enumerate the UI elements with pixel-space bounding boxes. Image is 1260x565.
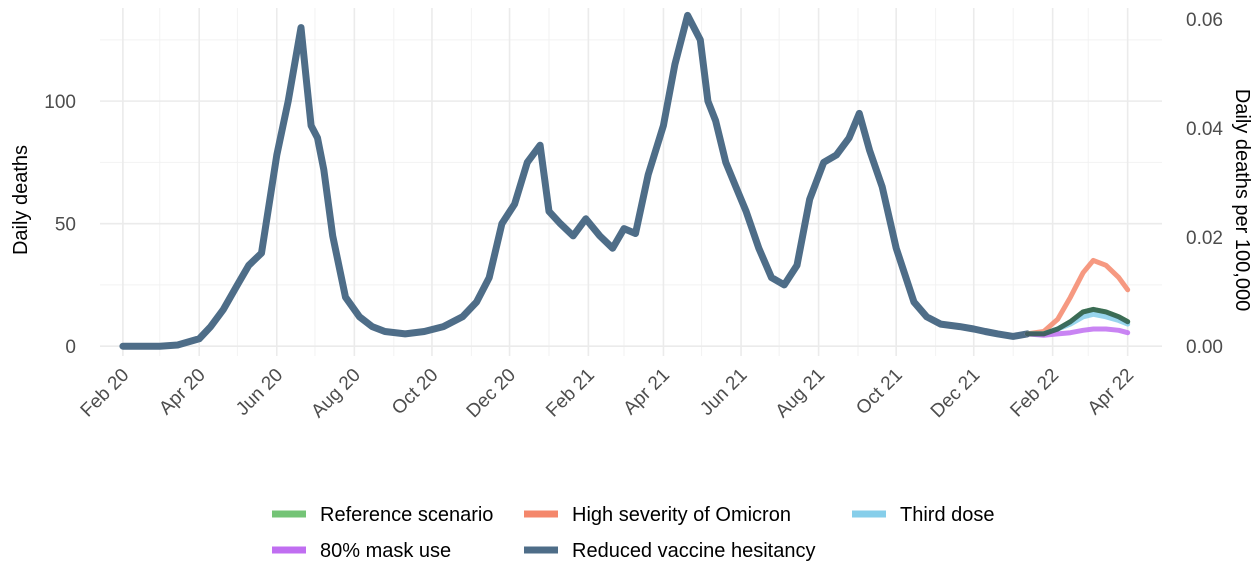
x-axis: Feb 20 Apr 20 Jun 20 Aug 20 Oct 20 Dec 20 Feb … (77, 365, 1138, 422)
legend-label: 80% mask use (320, 540, 451, 562)
series-line-high-severity-of-omicron (1024, 257, 1131, 337)
y-tick-label-right: 0.06 (1186, 10, 1223, 31)
y-tick-label-left: 100 (44, 92, 76, 113)
x-tick-label: Dec 20 (463, 365, 520, 422)
x-tick-label: Jun 21 (696, 365, 751, 420)
series-line-reduced-vaccine-hesitancy (119, 11, 1031, 350)
y-tick-label-left: 50 (55, 215, 76, 236)
legend: Reference scenario High severity of Omicr… (272, 504, 995, 562)
legend-label: Third dose (900, 504, 995, 526)
x-tick-label: Aug 21 (772, 365, 829, 422)
legend-label: Reduced vaccine hesitancy (572, 540, 815, 562)
legend-label: Reference scenario (320, 504, 493, 526)
x-tick-label: Feb 20 (77, 365, 134, 422)
x-tick-label: Feb 22 (1006, 365, 1063, 422)
y-tick-label-right: 0.04 (1186, 119, 1223, 140)
y-tick-label-right: 0.02 (1186, 228, 1223, 249)
x-tick-label: Oct 21 (852, 365, 906, 419)
grid (100, 8, 1162, 356)
x-tick-label: Feb 21 (542, 365, 599, 422)
x-tick-label: Apr 22 (1084, 365, 1138, 419)
y-tick-label-right: 0.00 (1186, 337, 1223, 358)
y-axis-left: 0 50 100 (44, 92, 76, 358)
series-group (119, 11, 1131, 350)
legend-label: High severity of Omicron (572, 504, 791, 526)
x-tick-label: Dec 21 (927, 365, 984, 422)
y-axis-title-left: Daily deaths (10, 145, 32, 255)
x-tick-label: Apr 21 (620, 365, 674, 419)
y-tick-label-left: 0 (65, 337, 76, 358)
x-tick-label: Apr 20 (155, 365, 209, 419)
y-axis-title-right: Daily deaths per 100,000 (1231, 89, 1253, 311)
y-axis-right: 0.00 0.02 0.04 0.06 (1186, 10, 1223, 358)
x-tick-label: Aug 20 (307, 365, 364, 422)
series-line-reduced-vaccine-hesitancy (1024, 306, 1131, 337)
x-tick-label: Jun 20 (232, 365, 287, 420)
x-tick-label: Oct 20 (388, 365, 442, 419)
